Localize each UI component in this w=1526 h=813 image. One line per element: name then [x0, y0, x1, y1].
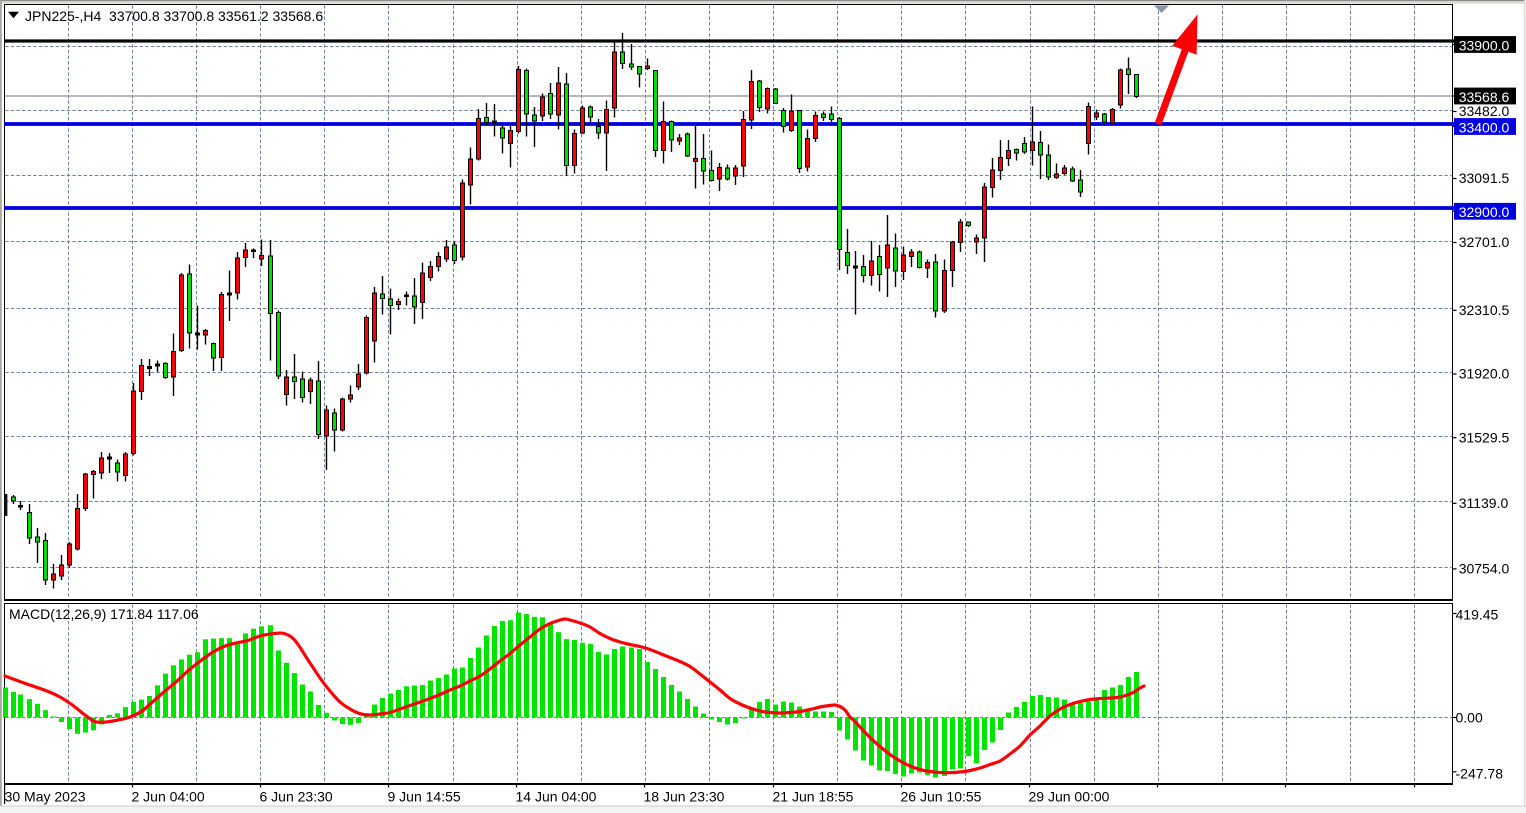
svg-text:33400.0: 33400.0 [1459, 119, 1510, 135]
svg-text:33900.0: 33900.0 [1459, 37, 1510, 53]
svg-text:18 Jun 23:30: 18 Jun 23:30 [644, 789, 725, 805]
svg-text:29 Jun 00:00: 29 Jun 00:00 [1029, 789, 1110, 805]
svg-text:2 Jun 04:00: 2 Jun 04:00 [132, 789, 205, 805]
svg-text:419.45: 419.45 [1456, 606, 1499, 622]
svg-text:32310.5: 32310.5 [1459, 302, 1510, 318]
svg-text:26 Jun 10:55: 26 Jun 10:55 [901, 789, 982, 805]
svg-text:31920.0: 31920.0 [1459, 366, 1510, 382]
svg-text:JPN225-,H4 33700.8 33700.8 33: JPN225-,H4 33700.8 33700.8 33561.2 33568… [25, 8, 323, 24]
svg-text:14 Jun 04:00: 14 Jun 04:00 [516, 789, 597, 805]
svg-text:MACD(12,26,9) 171.84 117.06: MACD(12,26,9) 171.84 117.06 [9, 606, 199, 622]
svg-text:30 May 2023: 30 May 2023 [5, 789, 86, 805]
svg-text:21 Jun 18:55: 21 Jun 18:55 [773, 789, 854, 805]
svg-text:33568.6: 33568.6 [1459, 89, 1510, 105]
svg-text:32701.0: 32701.0 [1459, 234, 1510, 250]
svg-text:31529.5: 31529.5 [1459, 429, 1510, 445]
svg-text:30754.0: 30754.0 [1459, 561, 1510, 577]
svg-text:9 Jun 14:55: 9 Jun 14:55 [388, 789, 461, 805]
svg-text:33482.0: 33482.0 [1459, 103, 1510, 119]
svg-text:32900.0: 32900.0 [1459, 204, 1510, 220]
svg-text:31139.0: 31139.0 [1459, 495, 1509, 511]
svg-text:0.00: 0.00 [1456, 710, 1483, 726]
svg-text:33091.5: 33091.5 [1459, 170, 1510, 186]
svg-text:-247.78: -247.78 [1456, 765, 1504, 781]
svg-text:6 Jun 23:30: 6 Jun 23:30 [260, 789, 333, 805]
